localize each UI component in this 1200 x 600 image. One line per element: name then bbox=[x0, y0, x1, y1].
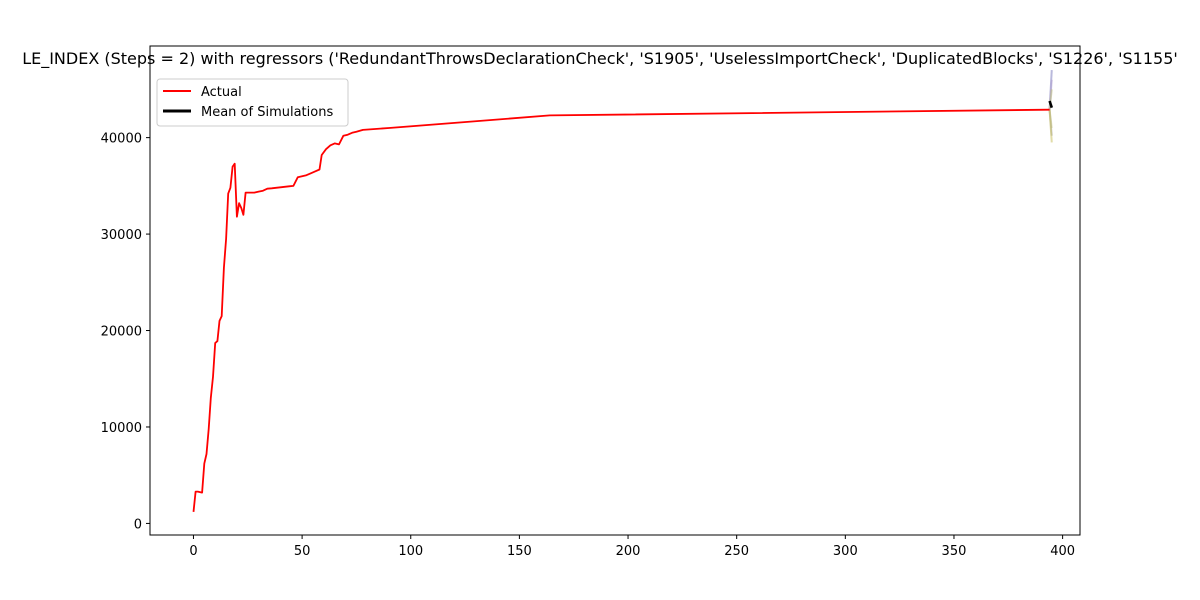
x-tick-label: 200 bbox=[616, 544, 641, 559]
mean-simulations-line bbox=[1048, 100, 1054, 109]
legend-label-mean: Mean of Simulations bbox=[201, 105, 333, 120]
plot-area bbox=[149, 45, 1081, 536]
legend-label-actual: Actual bbox=[201, 85, 242, 100]
simulation-line bbox=[1048, 89, 1053, 110]
simulation-line bbox=[1048, 109, 1053, 143]
x-tick-label: 0 bbox=[189, 544, 197, 559]
x-tick-label: 150 bbox=[507, 544, 532, 559]
x-tick-label: 350 bbox=[942, 544, 967, 559]
actual-series-line bbox=[192, 108, 1050, 512]
x-tick-label: 250 bbox=[724, 544, 749, 559]
y-tick-label: 30000 bbox=[101, 228, 142, 243]
y-tick-label: 20000 bbox=[101, 325, 142, 340]
series-lines bbox=[192, 100, 1054, 512]
x-axis: 0 50 100 150 200 250 300 350 400 bbox=[189, 535, 1075, 559]
chart-title: LE_INDEX (Steps = 2) with regressors ('R… bbox=[22, 49, 1178, 69]
y-tick-label: 0 bbox=[134, 517, 142, 532]
y-tick-label: 40000 bbox=[101, 132, 142, 147]
x-tick-label: 50 bbox=[294, 544, 311, 559]
y-axis: 0 10000 20000 30000 40000 bbox=[101, 132, 150, 532]
y-tick-label: 10000 bbox=[101, 421, 142, 436]
legend-box bbox=[156, 78, 349, 127]
legend: Actual Mean of Simulations bbox=[156, 78, 349, 127]
x-tick-label: 400 bbox=[1050, 544, 1075, 559]
x-tick-label: 100 bbox=[398, 544, 423, 559]
x-tick-label: 300 bbox=[833, 544, 858, 559]
